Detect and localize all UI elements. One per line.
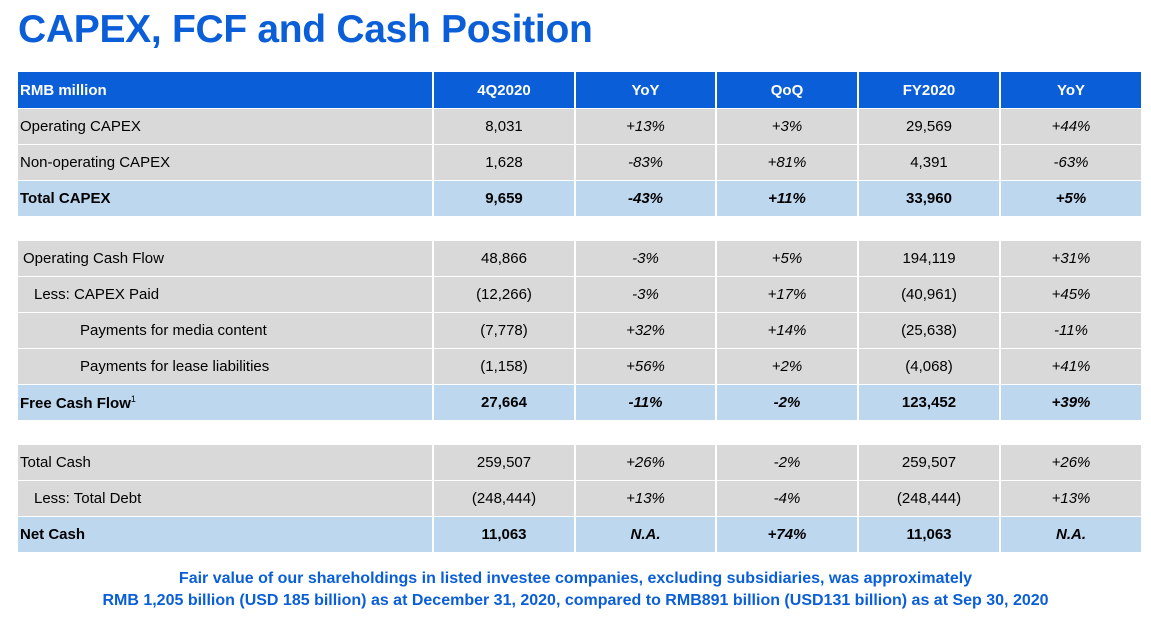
cell-yoy-q: -83% bbox=[575, 144, 717, 181]
cell-yoy-fy: -63% bbox=[1000, 144, 1141, 181]
row-label: Total CAPEX bbox=[18, 180, 434, 217]
cell-yoy-fy: +41% bbox=[1000, 348, 1141, 385]
table-row: Less: Total Debt (248,444) +13% -4% (248… bbox=[18, 480, 1141, 517]
cell-fy2020: 29,569 bbox=[858, 108, 1001, 145]
cell-fy2020: (248,444) bbox=[858, 480, 1001, 517]
cell-yoy-q: -3% bbox=[575, 276, 717, 313]
footnote-line-2: RMB 1,205 billion (USD 185 billion) as a… bbox=[102, 592, 1049, 609]
header-rmb-million: RMB million bbox=[18, 72, 434, 109]
cell-qoq: +17% bbox=[716, 276, 859, 313]
section-spacer bbox=[18, 216, 1141, 241]
row-label: Operating Cash Flow bbox=[18, 241, 434, 277]
cell-qoq: +5% bbox=[716, 241, 859, 277]
cell-yoy-fy: +31% bbox=[1000, 241, 1141, 277]
cell-yoy-q: +13% bbox=[575, 480, 717, 517]
cell-fy2020: 4,391 bbox=[858, 144, 1001, 181]
cell-yoy-q: -11% bbox=[575, 384, 717, 421]
cell-4q2020: (12,266) bbox=[433, 276, 576, 313]
cell-qoq: +11% bbox=[716, 180, 859, 217]
cell-fy2020: 194,119 bbox=[858, 241, 1001, 277]
cell-4q2020: 259,507 bbox=[433, 445, 576, 481]
cell-qoq: +3% bbox=[716, 108, 859, 145]
header-4q2020: 4Q2020 bbox=[433, 72, 576, 109]
table-row-total: Free Cash Flow1 27,664 -11% -2% 123,452 … bbox=[18, 384, 1141, 421]
header-qoq: QoQ bbox=[716, 72, 859, 109]
cell-yoy-q: -3% bbox=[575, 241, 717, 277]
row-label: Total Cash bbox=[18, 445, 434, 481]
cell-yoy-fy: -11% bbox=[1000, 312, 1141, 349]
cell-yoy-fy: +5% bbox=[1000, 180, 1141, 217]
cell-4q2020: 8,031 bbox=[433, 108, 576, 145]
table-row: Operating Cash Flow 48,866 -3% +5% 194,1… bbox=[18, 241, 1141, 277]
row-label: Less: Total Debt bbox=[18, 480, 434, 517]
cell-fy2020: 11,063 bbox=[858, 516, 1001, 553]
capex-fcf-cash-table: RMB million 4Q2020 YoY QoQ FY2020 YoY Op… bbox=[18, 72, 1141, 553]
header-fy2020: FY2020 bbox=[858, 72, 1001, 109]
cell-qoq: -2% bbox=[716, 384, 859, 421]
cell-4q2020: 11,063 bbox=[433, 516, 576, 553]
spacer-cell bbox=[18, 216, 1141, 241]
spacer-cell bbox=[18, 420, 1141, 445]
table-header-row: RMB million 4Q2020 YoY QoQ FY2020 YoY bbox=[18, 72, 1141, 109]
table-row-total: Net Cash 11,063 N.A. +74% 11,063 N.A. bbox=[18, 516, 1141, 553]
cell-fy2020: 123,452 bbox=[858, 384, 1001, 421]
row-label: Payments for lease liabilities bbox=[18, 348, 434, 385]
cell-qoq: -2% bbox=[716, 445, 859, 481]
cell-yoy-fy: +45% bbox=[1000, 276, 1141, 313]
table-row: Operating CAPEX 8,031 +13% +3% 29,569 +4… bbox=[18, 108, 1141, 145]
header-yoy-year: YoY bbox=[1000, 72, 1141, 109]
cell-yoy-fy: +44% bbox=[1000, 108, 1141, 145]
cell-4q2020: (1,158) bbox=[433, 348, 576, 385]
page-title: CAPEX, FCF and Cash Position bbox=[18, 8, 593, 51]
cell-fy2020: 33,960 bbox=[858, 180, 1001, 217]
section-spacer bbox=[18, 420, 1141, 445]
cell-yoy-q: +26% bbox=[575, 445, 717, 481]
cell-yoy-q: +56% bbox=[575, 348, 717, 385]
row-label: Net Cash bbox=[18, 516, 434, 553]
header-yoy-quarter: YoY bbox=[575, 72, 717, 109]
cell-4q2020: 1,628 bbox=[433, 144, 576, 181]
cell-4q2020: 27,664 bbox=[433, 384, 576, 421]
row-label: Less: CAPEX Paid bbox=[18, 276, 434, 313]
cell-yoy-fy: N.A. bbox=[1000, 516, 1141, 553]
footnote-line-1: Fair value of our shareholdings in liste… bbox=[178, 570, 973, 587]
row-label: Operating CAPEX bbox=[18, 108, 434, 145]
table-row: Total Cash 259,507 +26% -2% 259,507 +26% bbox=[18, 445, 1141, 481]
row-label: Free Cash Flow bbox=[20, 394, 131, 412]
cell-yoy-q: N.A. bbox=[575, 516, 717, 553]
cell-yoy-q: -43% bbox=[575, 180, 717, 217]
row-label: Payments for media content bbox=[18, 312, 434, 349]
cell-4q2020: 48,866 bbox=[433, 241, 576, 277]
cell-fy2020: (4,068) bbox=[858, 348, 1001, 385]
table-row-total: Total CAPEX 9,659 -43% +11% 33,960 +5% bbox=[18, 180, 1141, 217]
cell-fy2020: (25,638) bbox=[858, 312, 1001, 349]
row-label: Non-operating CAPEX bbox=[18, 144, 434, 181]
cell-4q2020: 9,659 bbox=[433, 180, 576, 217]
fair-value-footnote: Fair value of our shareholdings in liste… bbox=[0, 568, 1151, 612]
cell-4q2020: (7,778) bbox=[433, 312, 576, 349]
cell-yoy-fy: +26% bbox=[1000, 445, 1141, 481]
footnote-marker: 1 bbox=[130, 393, 136, 404]
row-label-cell: Free Cash Flow1 bbox=[18, 384, 434, 421]
cell-yoy-q: +32% bbox=[575, 312, 717, 349]
table-row: Payments for media content (7,778) +32% … bbox=[18, 312, 1141, 349]
cell-4q2020: (248,444) bbox=[433, 480, 576, 517]
cell-qoq: -4% bbox=[716, 480, 859, 517]
table-row: Non-operating CAPEX 1,628 -83% +81% 4,39… bbox=[18, 144, 1141, 181]
table-row: Less: CAPEX Paid (12,266) -3% +17% (40,9… bbox=[18, 276, 1141, 313]
cell-yoy-fy: +39% bbox=[1000, 384, 1141, 421]
cell-qoq: +2% bbox=[716, 348, 859, 385]
cell-fy2020: 259,507 bbox=[858, 445, 1001, 481]
table-row: Payments for lease liabilities (1,158) +… bbox=[18, 348, 1141, 385]
cell-qoq: +81% bbox=[716, 144, 859, 181]
cell-qoq: +74% bbox=[716, 516, 859, 553]
cell-qoq: +14% bbox=[716, 312, 859, 349]
cell-fy2020: (40,961) bbox=[858, 276, 1001, 313]
cell-yoy-fy: +13% bbox=[1000, 480, 1141, 517]
cell-yoy-q: +13% bbox=[575, 108, 717, 145]
